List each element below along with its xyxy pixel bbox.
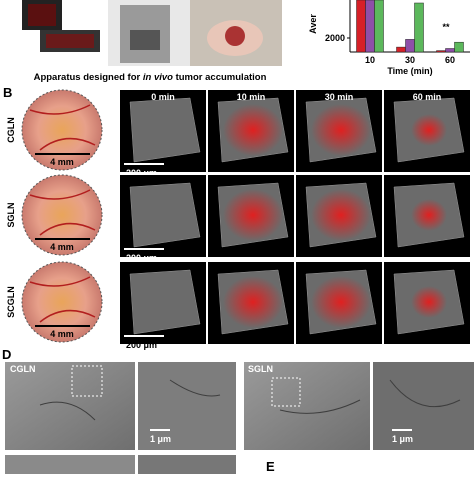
bar xyxy=(405,39,415,53)
panel-label: E xyxy=(266,459,275,474)
signal xyxy=(223,276,283,328)
row-label: CGLN xyxy=(6,117,16,143)
apparatus-images xyxy=(0,0,282,66)
time-header: 30 min xyxy=(325,92,354,102)
scale-label: 200 μm xyxy=(126,168,157,178)
scale-label: 200 μm xyxy=(126,340,157,350)
signal xyxy=(411,114,447,146)
annotation: ** xyxy=(442,22,450,32)
signal xyxy=(311,276,371,328)
x-tick-label: 60 xyxy=(445,55,455,65)
panel-label: D xyxy=(2,347,11,362)
sem-images xyxy=(5,362,474,474)
x-tick-label: 10 xyxy=(365,55,375,65)
scale-label: 4 mm xyxy=(50,157,74,167)
3d-volume xyxy=(129,269,201,335)
sample-label: SGLN xyxy=(248,364,273,374)
scale-label: 200 μm xyxy=(126,253,157,263)
signal xyxy=(311,104,371,156)
tumor-photo xyxy=(21,89,103,171)
vessels xyxy=(29,104,96,151)
bar xyxy=(454,41,464,53)
sample-label: CGLN xyxy=(10,364,36,374)
y-tick-label: 2000 xyxy=(325,33,345,43)
3d-volume xyxy=(129,97,201,163)
tumor-photo xyxy=(21,261,103,343)
vessels xyxy=(29,276,96,323)
signal xyxy=(223,189,283,241)
bar xyxy=(414,2,424,53)
signal xyxy=(223,104,283,156)
x-tick-label: 30 xyxy=(405,55,415,65)
time-header: 10 min xyxy=(237,92,266,102)
bar xyxy=(356,0,366,53)
scale-label: 4 mm xyxy=(50,329,74,339)
scale-label: 4 mm xyxy=(50,242,74,252)
y-axis-label: Aver xyxy=(308,14,318,34)
time-header: 0 min xyxy=(151,92,175,102)
panel-label: B xyxy=(3,85,12,100)
bar-chart: 2000 Aver 10 30 60 Time (min) ** xyxy=(308,0,470,76)
caption: Apparatus designed for in vivo tumor acc… xyxy=(34,72,267,83)
scale-label: 1 μm xyxy=(150,434,171,444)
bar xyxy=(436,50,446,53)
row-label: SCGLN xyxy=(6,286,16,318)
x-axis-label: Time (min) xyxy=(387,66,432,76)
signal xyxy=(411,199,447,231)
bar xyxy=(365,0,375,53)
signal xyxy=(411,286,447,318)
time-header: 60 min xyxy=(413,92,442,102)
bar xyxy=(396,46,406,53)
scale-label: 1 μm xyxy=(392,434,413,444)
tumor-photo xyxy=(21,174,103,256)
signal xyxy=(311,189,371,241)
row-label: SGLN xyxy=(6,202,16,227)
bar xyxy=(445,48,455,53)
3d-volume xyxy=(129,182,201,248)
vessels xyxy=(29,189,96,236)
bar xyxy=(374,0,384,53)
